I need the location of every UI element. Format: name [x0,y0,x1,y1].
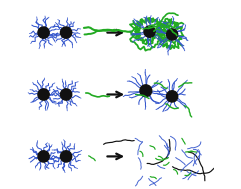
Circle shape [60,89,72,100]
Circle shape [38,151,49,162]
Circle shape [167,91,178,102]
Circle shape [60,151,72,162]
Circle shape [144,26,155,37]
Circle shape [38,27,49,38]
Circle shape [38,89,49,100]
Circle shape [167,29,178,40]
Circle shape [60,27,72,38]
Circle shape [140,85,152,97]
